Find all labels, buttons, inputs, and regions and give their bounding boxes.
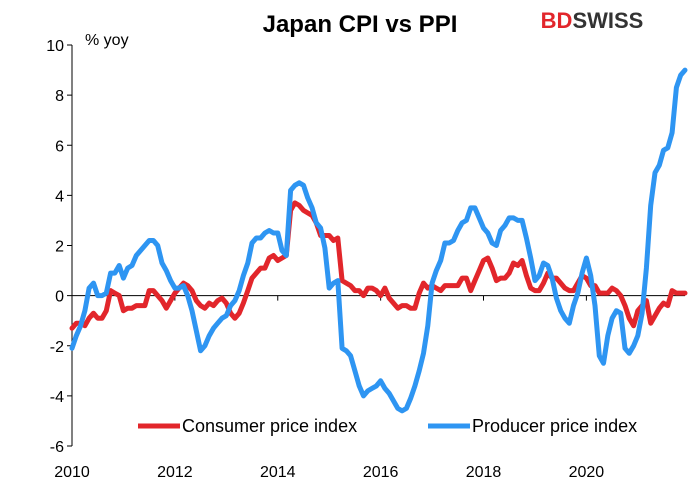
series-group xyxy=(69,67,688,414)
y-tick-label: -2 xyxy=(50,339,64,356)
y-tick-label: -6 xyxy=(50,439,64,456)
chart-title: Japan CPI vs PPI xyxy=(263,11,458,38)
svg-text:BDSWISS: BDSWISS xyxy=(541,8,644,33)
x-axis-ticks: 2010 2012 2014 2016 2018 2020 xyxy=(54,295,605,481)
y-tick-label: 6 xyxy=(55,138,64,155)
y-tick-label: 0 xyxy=(55,289,64,306)
x-tick-label: 2014 xyxy=(260,464,296,481)
logo-text-swiss: SWISS xyxy=(572,8,643,33)
y-tick-label: 10 xyxy=(46,38,64,55)
legend-label-ppi: Producer price index xyxy=(472,416,637,436)
x-tick-label: 2016 xyxy=(363,464,399,481)
x-tick-label: 2010 xyxy=(54,464,90,481)
x-tick-label: 2020 xyxy=(569,464,605,481)
y-tick-label: -4 xyxy=(50,389,64,406)
brand-logo: BDSWISS xyxy=(541,8,644,33)
legend: Consumer price index Producer price inde… xyxy=(138,416,637,436)
y-axis-unit-label: % yoy xyxy=(85,32,129,49)
x-tick-label: 2018 xyxy=(466,464,502,481)
x-tick-label: 2012 xyxy=(157,464,193,481)
legend-label-cpi: Consumer price index xyxy=(182,416,357,436)
series-line-ppi xyxy=(69,67,688,414)
y-tick-label: 8 xyxy=(55,88,64,105)
logo-text-bd: BD xyxy=(541,8,573,33)
y-tick-label: 4 xyxy=(55,188,64,205)
y-tick-label: 2 xyxy=(55,239,64,256)
y-axis-ticks: 10 8 6 4 2 0 -2 -4 -6 xyxy=(46,38,72,456)
